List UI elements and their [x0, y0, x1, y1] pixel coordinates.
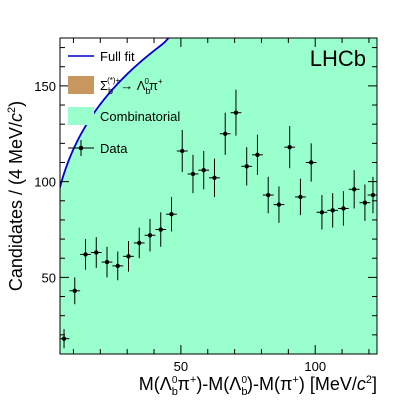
- data-point: [348, 170, 360, 209]
- y-tick-label: 150: [34, 79, 56, 94]
- data-point: [112, 251, 124, 281]
- y-tick-label: 100: [34, 175, 56, 190]
- data-point: [198, 150, 210, 190]
- legend-signal-label: Σb(*)+→ Λb0π+: [100, 76, 163, 96]
- data-point: [133, 227, 145, 259]
- sigma-sub: b: [108, 86, 113, 96]
- data-point: [155, 212, 167, 247]
- y-tick-label: 50: [42, 270, 56, 285]
- combinatorial-fill: [60, 38, 377, 354]
- sigma-symbol: Σ: [100, 78, 108, 93]
- data-point: [273, 186, 285, 223]
- data-point: [305, 143, 317, 182]
- data-point: [69, 277, 81, 305]
- data-point: [144, 218, 156, 252]
- lhcb-label: LHCb: [310, 46, 366, 71]
- plot-frame: [59, 37, 378, 355]
- data-point: [90, 237, 102, 268]
- lambda-sub: b: [145, 86, 150, 96]
- data-point: [166, 196, 177, 232]
- data-point: [80, 239, 91, 270]
- full-fit-line: [60, 38, 170, 191]
- x-axis-title: M(Λb0π+)-M(Λb0)-M(π+) [MeV/c2]: [139, 374, 377, 398]
- data-point: [101, 246, 113, 278]
- pion-sup: +: [158, 77, 163, 86]
- axis-ticks: 50 100 50 100 150: [34, 38, 377, 374]
- data-point: [219, 112, 231, 155]
- x-tick-label: 50: [174, 359, 188, 374]
- data-point: [123, 241, 134, 272]
- data-point: [241, 147, 253, 186]
- data-point: [284, 126, 296, 169]
- data-point: [295, 178, 306, 216]
- data-points: [60, 89, 377, 349]
- data-point: [367, 176, 377, 214]
- y-axis-title: Candidates / (4 MeV/c2): [6, 101, 26, 291]
- plot-area: [60, 38, 377, 354]
- pion: π: [149, 78, 158, 93]
- x-tick-label: 100: [304, 359, 326, 374]
- data-point: [209, 158, 220, 197]
- data-point: [327, 193, 339, 228]
- data-point: [60, 329, 70, 349]
- legend-fit-label: Full fit: [100, 49, 135, 64]
- legend-signal-swatch: [68, 76, 94, 94]
- legend: Full fit Σb(*)+→ Λb0π+ Combinatorial Dat…: [68, 49, 180, 156]
- sigma-sup: (*)+: [107, 76, 120, 85]
- data-point: [230, 89, 242, 136]
- data-point: [187, 154, 199, 194]
- legend-data-swatch: [68, 140, 94, 156]
- data-point: [338, 191, 349, 226]
- lambda-sup: 0: [145, 77, 150, 86]
- data-point: [252, 134, 263, 175]
- data-point: [359, 184, 371, 221]
- legend-combinatorial-label: Combinatorial: [100, 109, 180, 124]
- data-point: [262, 176, 274, 214]
- data-point: [316, 195, 328, 230]
- legend-combinatorial-swatch: [68, 107, 94, 125]
- data-point: [176, 129, 188, 173]
- decay-arrow: → Λ: [120, 78, 146, 93]
- legend-data-label: Data: [100, 141, 128, 156]
